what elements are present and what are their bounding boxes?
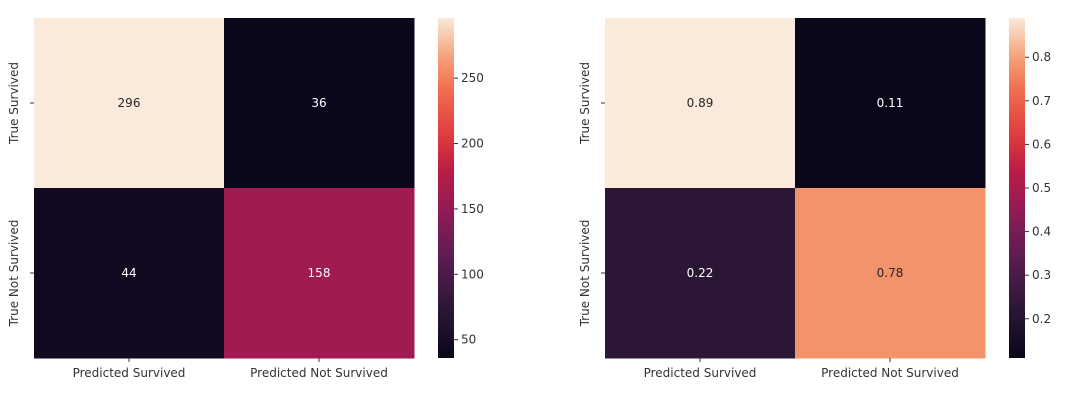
- heatmap-cell: [795, 188, 986, 359]
- cell-value-label: 158: [308, 266, 331, 280]
- colorbar: [1009, 18, 1025, 358]
- heatmap-cell: [605, 188, 796, 359]
- heatmap-cell: [34, 18, 225, 189]
- heatmap-cell: [34, 188, 225, 359]
- colorbar-tick-label: 0.2: [1032, 312, 1051, 326]
- y-tick-label: True Survived: [7, 62, 21, 145]
- colorbar-tick-label: 0.3: [1032, 268, 1051, 282]
- colorbar: [438, 18, 454, 358]
- cell-value-label: 36: [311, 96, 326, 110]
- cell-value-label: 296: [118, 96, 141, 110]
- colorbar-tick-label: 0.4: [1032, 225, 1051, 239]
- heatmap-cell: [224, 188, 415, 359]
- colorbar-tick-label: 150: [461, 202, 484, 216]
- cell-value-label: 0.11: [877, 96, 904, 110]
- cell-value-label: 0.78: [877, 266, 904, 280]
- x-tick-label: Predicted Survived: [73, 366, 186, 380]
- colorbar-tick-label: 0.8: [1032, 50, 1051, 64]
- cell-value-label: 0.89: [687, 96, 714, 110]
- heatmap-cell: [224, 18, 415, 189]
- y-tick-label: True Not Survived: [578, 220, 592, 328]
- cell-value-label: 0.22: [687, 266, 714, 280]
- colorbar-tick-label: 50: [461, 333, 476, 347]
- colorbar-tick-label: 100: [461, 267, 484, 281]
- colorbar-tick-label: 200: [461, 137, 484, 151]
- colorbar-tick-label: 0.7: [1032, 94, 1051, 108]
- heatmap-cell: [795, 18, 986, 189]
- heatmap-panel-2: 0.89 0.11 0.22 0.78 Predicted Survived Predic…: [578, 18, 1051, 380]
- heatmap-panel-1: 296 36 44 158 Predicted Survived Predicted No…: [7, 18, 484, 380]
- y-tick-label: True Not Survived: [7, 220, 21, 328]
- y-tick-label: True Survived: [578, 62, 592, 145]
- heatmap-cell: [605, 18, 796, 189]
- x-tick-label: Predicted Survived: [644, 366, 757, 380]
- colorbar-tick-label: 0.6: [1032, 137, 1051, 151]
- colorbar-tick-label: 250: [461, 71, 484, 85]
- x-tick-label: Predicted Not Survived: [250, 366, 388, 380]
- x-tick-label: Predicted Not Survived: [821, 366, 959, 380]
- colorbar-tick-label: 0.5: [1032, 181, 1051, 195]
- cell-value-label: 44: [121, 266, 136, 280]
